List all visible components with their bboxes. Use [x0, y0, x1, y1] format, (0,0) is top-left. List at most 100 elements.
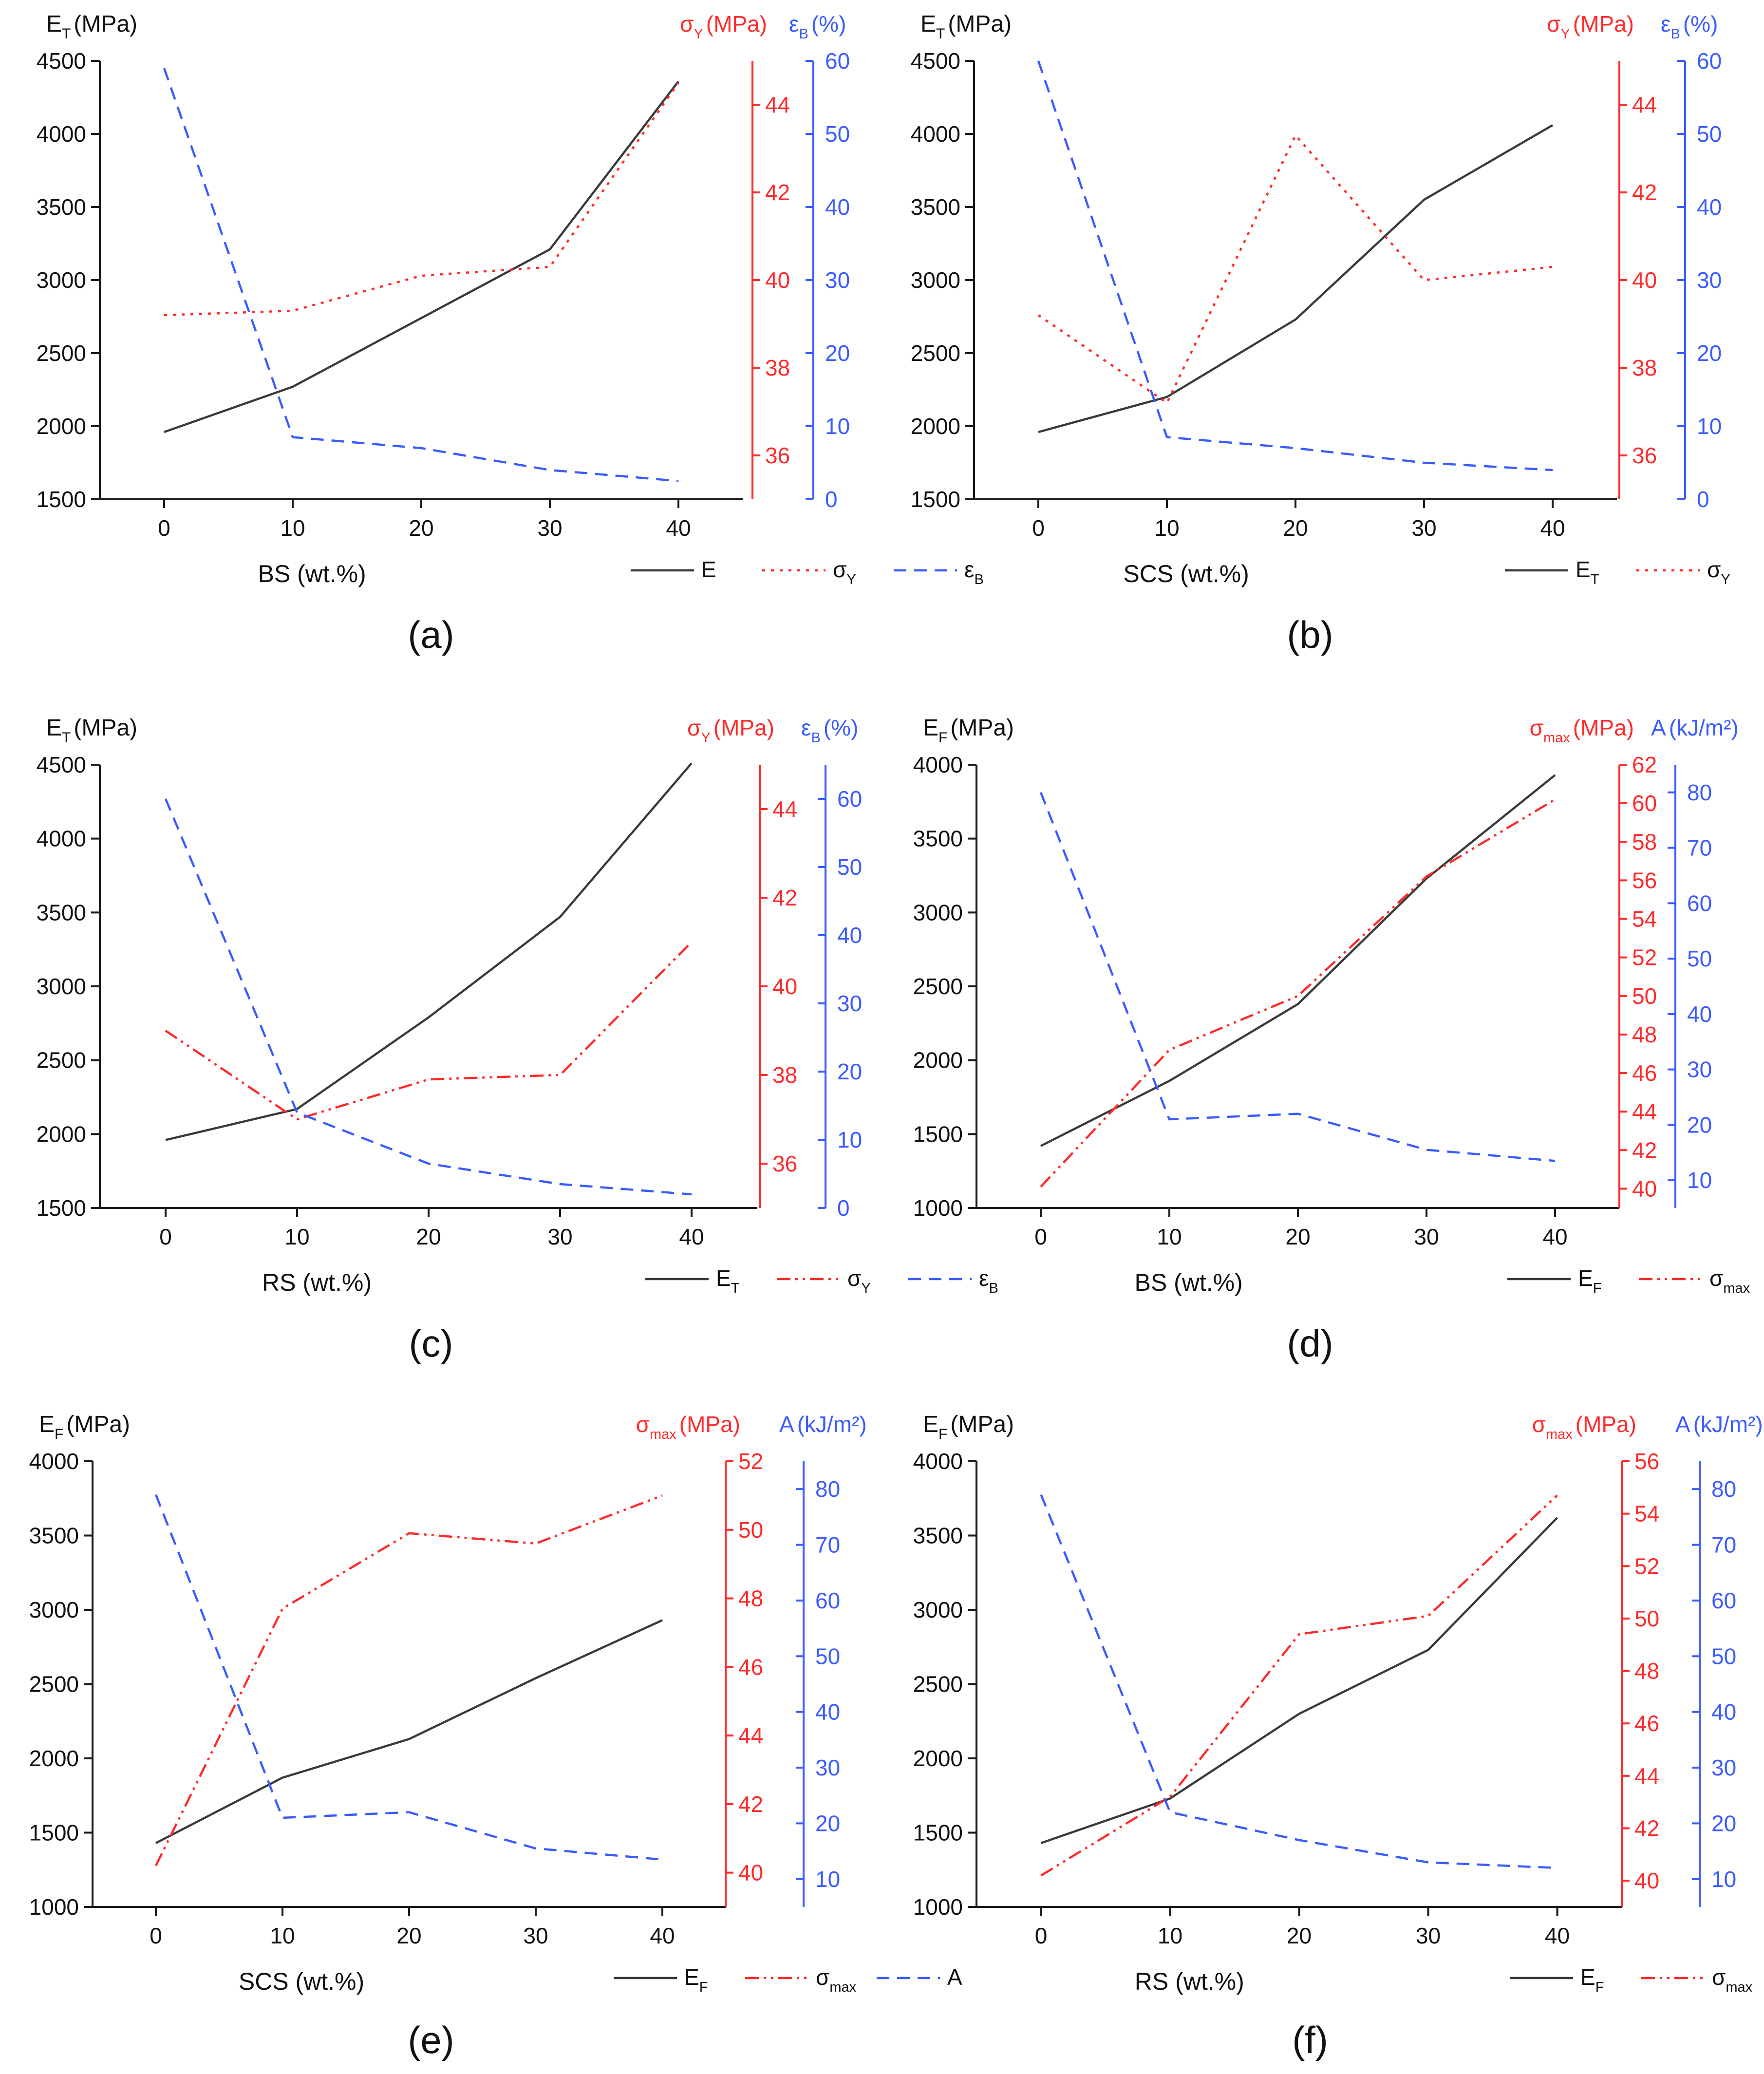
left-tick-label: 1500: [913, 1121, 963, 1147]
left-tick-label: 2500: [911, 340, 960, 366]
left-tick-label: 1000: [913, 1894, 963, 1920]
mid-tick-label: 44: [765, 92, 790, 117]
legend-label: εB: [979, 1265, 998, 1296]
legend-c: ET σY εB: [645, 1265, 998, 1296]
left-tick-label: 4000: [29, 1449, 79, 1474]
series-line-c-1: [165, 941, 693, 1121]
x-tick-label: 30: [1416, 1923, 1441, 1948]
series-line-e-2: [154, 1494, 663, 1861]
right-tick-label: 60: [815, 1588, 840, 1613]
mid-tick-label: 36: [1632, 443, 1657, 468]
legend-label: ET: [1576, 557, 1599, 587]
left-tick-label: 4000: [913, 752, 963, 777]
right-tick-label: 50: [1697, 121, 1722, 147]
left-tick-label: 4000: [37, 826, 86, 851]
right-tick-label: 20: [1687, 1112, 1712, 1137]
series-line-b-0: [1038, 124, 1554, 434]
right-tick-label: 20: [1697, 340, 1722, 366]
right-tick-label: 70: [815, 1532, 840, 1558]
series-line-f-0: [1040, 1517, 1558, 1844]
legend-label: σY: [847, 1265, 871, 1296]
right-tick-label: 80: [815, 1476, 840, 1502]
left-tick-label: 3500: [29, 1523, 79, 1548]
left-tick-label: 3000: [29, 1597, 79, 1622]
left-tick-label: 2000: [913, 1048, 963, 1073]
left-tick-label: 2000: [37, 414, 86, 439]
x-tick-label: 0: [150, 1923, 162, 1948]
mid-tick-label: 42: [1632, 180, 1657, 205]
x-tick-label: 40: [650, 1923, 675, 1948]
series-line-c-2: [164, 798, 692, 1196]
legend-e: EF σmax A: [614, 1964, 962, 1995]
legend-label: EF: [1580, 1964, 1604, 1995]
legend-label: σmax: [816, 1964, 857, 1995]
series-line-e-1: [154, 1494, 663, 1867]
mid-axis-label: σmax (MPa): [636, 1412, 740, 1442]
right-tick-label: 0: [1697, 487, 1709, 512]
left-tick-label: 4500: [911, 48, 960, 74]
right-tick-label: 40: [825, 194, 850, 220]
left-tick-label: 1000: [913, 1195, 963, 1221]
mid-tick-label: 46: [1634, 1711, 1659, 1736]
mid-tick-label: 38: [772, 1062, 797, 1088]
series-line-f-2: [1040, 1494, 1558, 1869]
mid-tick-label: 40: [1632, 1176, 1657, 1201]
right-tick-label: 0: [825, 487, 838, 512]
mid-tick-label: 42: [1634, 1816, 1659, 1841]
x-tick-label: 20: [1285, 1224, 1310, 1249]
legend-label: ET: [716, 1265, 740, 1296]
legend-label: σmax: [1712, 1964, 1753, 1995]
series-line-d-0: [1040, 774, 1556, 1147]
mid-tick-label: 54: [1634, 1501, 1659, 1527]
legend-label: A: [947, 1964, 962, 1990]
mid-tick-label: 40: [772, 974, 797, 999]
x-tick-label: 0: [158, 515, 170, 541]
x-tick-label: 20: [416, 1224, 441, 1249]
mid-axis-label: σY (MPa): [680, 11, 767, 42]
right-tick-label: 30: [815, 1755, 840, 1780]
x-axis-label: SCS (wt.%): [1123, 560, 1249, 587]
right-tick-label: 60: [837, 786, 862, 811]
right-tick-label: 60: [1687, 890, 1712, 916]
left-tick-label: 3000: [37, 974, 86, 999]
mid-tick-label: 44: [1632, 1099, 1657, 1124]
right-tick-label: 40: [815, 1699, 840, 1725]
x-tick-label: 40: [1540, 515, 1565, 541]
x-tick-label: 10: [280, 515, 305, 541]
mid-tick-label: 46: [1632, 1060, 1657, 1086]
mid-tick-label: 52: [1632, 945, 1657, 970]
right-tick-label: 10: [1697, 414, 1722, 439]
mid-tick-label: 46: [738, 1654, 763, 1679]
mid-tick-label: 62: [1632, 752, 1657, 777]
x-axis-label: RS (wt.%): [262, 1269, 372, 1296]
right-tick-label: 50: [837, 854, 862, 880]
right-tick-label: 50: [1711, 1643, 1736, 1669]
left-tick-label: 4500: [37, 752, 86, 777]
mid-tick-label: 52: [738, 1449, 763, 1474]
mid-tick-label: 56: [1632, 867, 1657, 893]
right-tick-label: 30: [825, 267, 850, 293]
mid-tick-label: 42: [738, 1791, 763, 1817]
left-tick-label: 4500: [37, 48, 86, 74]
left-tick-label: 3500: [913, 826, 963, 851]
mid-tick-label: 48: [1634, 1659, 1659, 1684]
chart-panel-e: 0 10 20 30 40 SCS (wt.%) 1000 1500 2000 2500 3000 3…: [29, 1412, 962, 2061]
x-tick-label: 10: [1154, 515, 1179, 541]
right-tick-label: 20: [837, 1059, 862, 1084]
mid-axis-label: σY (MPa): [687, 715, 774, 746]
right-tick-label: 60: [1697, 48, 1722, 74]
right-tick-label: 10: [1711, 1867, 1736, 1892]
mid-tick-label: 50: [1634, 1606, 1659, 1631]
mid-tick-label: 48: [1632, 1022, 1657, 1047]
right-tick-label: 10: [837, 1127, 862, 1152]
left-tick-label: 2500: [37, 1048, 86, 1073]
panel-caption: (a): [408, 613, 454, 656]
series-line-d-2: [1039, 792, 1556, 1162]
right-tick-label: 10: [1687, 1168, 1712, 1193]
left-tick-label: 2000: [913, 1746, 963, 1771]
right-tick-label: 40: [1711, 1699, 1736, 1725]
legend-label: σmax: [1709, 1265, 1750, 1296]
x-axis-label: BS (wt.%): [258, 560, 366, 587]
x-tick-label: 30: [547, 1224, 572, 1249]
